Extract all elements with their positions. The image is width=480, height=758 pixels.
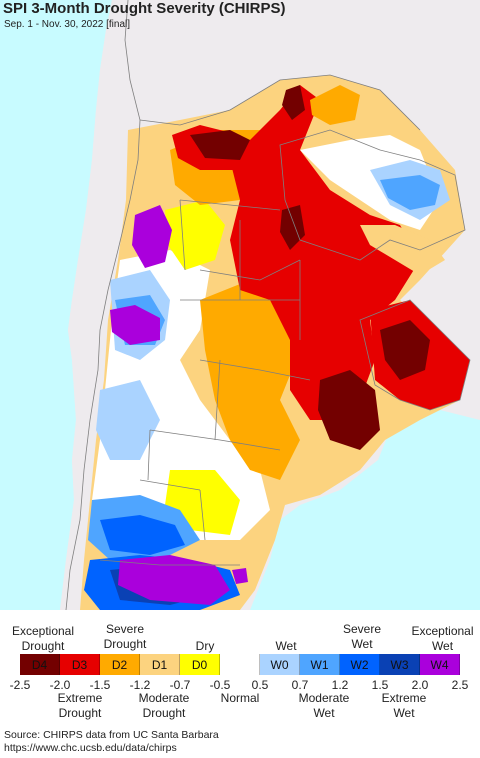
legend-tick: -1.5 <box>89 678 111 692</box>
fill-d4-north <box>190 130 250 160</box>
fill-d1-paraguay-east <box>360 225 445 275</box>
legend-box-d4: D4 <box>20 654 60 675</box>
fill-d4-southeast <box>318 370 380 450</box>
legend-box-w4: W4 <box>420 654 460 675</box>
legend-tick: -2.0 <box>49 678 71 692</box>
legend-tick: 2.5 <box>451 678 469 692</box>
legend-bottom-moderate-drought: Moderate Drought <box>138 691 190 720</box>
border-uruguay <box>359 299 471 411</box>
fill-w4-patagonia <box>118 555 230 605</box>
legend-box-w1: W1 <box>300 654 340 675</box>
legend-top-dry: Dry <box>195 639 215 653</box>
legend-bottom-moderate-wet: Moderate Wet <box>298 691 350 720</box>
fill-d4-chaco <box>282 85 305 120</box>
source-line: Source: CHIRPS data from UC Santa Barbar… <box>4 729 219 741</box>
legend-top-severe-drought: Severe Drought <box>103 622 147 651</box>
legend-box-w3: W3 <box>380 654 420 675</box>
border-provinces-2 <box>147 199 301 541</box>
border-bolivia <box>139 74 421 131</box>
fill-w0-southwest <box>96 380 160 460</box>
source-url: https://www.chc.ucsb.edu/data/chirps <box>4 742 177 754</box>
fill-w2-south <box>100 515 185 555</box>
drought-map <box>0 0 480 610</box>
map-subtitle: Sep. 1 - Nov. 30, 2022 [final] <box>4 19 131 30</box>
legend-box-w2: W2 <box>340 654 380 675</box>
legend: Exceptional Drought Severe Drought Dry W… <box>0 610 480 758</box>
legend-tick: -0.7 <box>169 678 191 692</box>
legend-bottom-extreme-drought: Extreme Drought <box>57 691 103 720</box>
legend-box-d1: D1 <box>140 654 180 675</box>
border-andes <box>65 0 141 610</box>
source-credit: Source: CHIRPS data from UC Santa Barbar… <box>4 729 219 755</box>
legend-tick: -1.2 <box>129 678 151 692</box>
legend-tick: 0.5 <box>251 678 269 692</box>
legend-bottom-normal: Normal <box>220 691 260 705</box>
legend-tick: 0.7 <box>291 678 309 692</box>
legend-top-wet: Wet <box>275 639 297 653</box>
legend-top-exceptional-wet: Exceptional Wet <box>411 624 474 653</box>
legend-box-d0: D0 <box>180 654 220 675</box>
legend-box-w0: W0 <box>260 654 300 675</box>
legend-tick: 2.0 <box>411 678 429 692</box>
chile-strip <box>60 0 140 610</box>
legend-box-d3: D3 <box>60 654 100 675</box>
legend-bottom-extreme-wet: Extreme Wet <box>381 691 427 720</box>
atlantic-ocean <box>250 410 480 610</box>
fill-d2-northeast <box>310 85 360 125</box>
legend-box-d2: D2 <box>100 654 140 675</box>
legend-tick: -0.5 <box>209 678 231 692</box>
fill-d4-east <box>380 320 430 380</box>
legend-tick: -2.5 <box>9 678 31 692</box>
map-title: SPI 3-Month Drought Severity (CHIRPS) <box>3 0 286 17</box>
borders <box>65 0 471 610</box>
drought-region-fills <box>80 75 470 610</box>
fill-d0-west <box>165 200 225 270</box>
fill-d2-central <box>200 280 300 480</box>
fill-w4-coast <box>232 568 248 584</box>
border-paraguay <box>279 129 466 261</box>
fill-w4-andes-mid <box>110 305 160 345</box>
legend-tick: 1.5 <box>371 678 389 692</box>
legend-box-normal <box>220 654 260 675</box>
fill-d4-bolivia <box>280 205 305 250</box>
fill-w1-paraguay <box>380 175 440 210</box>
pacific-ocean <box>0 0 112 610</box>
map-area: SPI 3-Month Drought Severity (CHIRPS) Se… <box>0 0 480 610</box>
legend-top-severe-wet: Severe Wet <box>342 622 382 651</box>
fill-d3-main <box>230 85 420 420</box>
fill-w4-andes-north <box>132 205 172 268</box>
legend-tick: 1.2 <box>331 678 349 692</box>
legend-top-exceptional-drought: Exceptional Drought <box>11 624 75 653</box>
